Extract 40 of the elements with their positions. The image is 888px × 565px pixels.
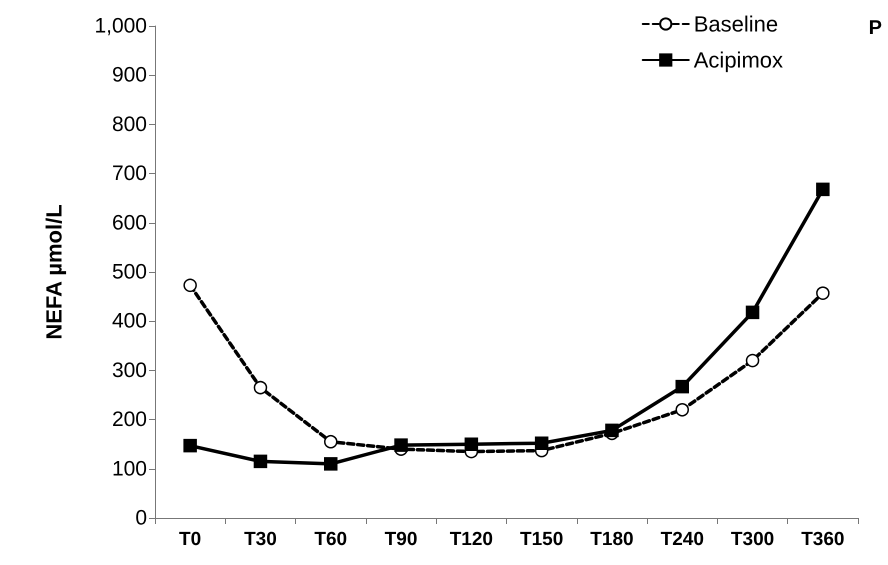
y-tick-label: 500 <box>112 260 147 284</box>
point <box>324 457 338 471</box>
text: P <box>868 17 882 39</box>
x-tick-label: T180 <box>590 529 634 550</box>
y-tick-label: 900 <box>112 64 147 87</box>
x-tick-label: T0 <box>179 529 202 550</box>
x-tick-label: T240 <box>660 529 704 550</box>
x-tick-label: T120 <box>450 529 494 550</box>
y-tick-label: 400 <box>112 310 147 333</box>
point <box>254 380 268 394</box>
point <box>816 286 830 300</box>
y-tick-label: 0 <box>135 506 147 530</box>
point <box>254 454 268 468</box>
y-tick-label: 700 <box>112 162 147 186</box>
point <box>746 306 760 320</box>
legend-label: Acipimox <box>694 48 784 72</box>
legend-label: Baseline <box>694 12 778 36</box>
x-tick-label: T300 <box>730 529 774 550</box>
point <box>324 434 338 448</box>
point <box>746 354 760 368</box>
point <box>183 438 197 452</box>
point <box>464 437 478 451</box>
y-tick-label: 300 <box>112 358 147 382</box>
y-tick-label: 100 <box>112 457 147 480</box>
point <box>676 403 689 417</box>
point <box>534 436 548 450</box>
y-tick-label: 600 <box>112 211 147 234</box>
point <box>676 380 689 394</box>
x-tick-label: T30 <box>244 529 277 550</box>
y-axis-title: NEFA µmol/L <box>42 204 66 340</box>
point <box>394 438 408 452</box>
x-tick-label: T60 <box>314 529 348 550</box>
y-tick-label: 1,000 <box>94 14 147 38</box>
x-tick-label: T360 <box>801 529 845 550</box>
y-tick-label: 800 <box>112 112 147 136</box>
point <box>816 182 830 196</box>
point <box>183 278 197 292</box>
y-tick-label: 200 <box>112 408 147 432</box>
x-tick-label: T150 <box>520 529 564 550</box>
x-tick-label: T90 <box>384 529 418 550</box>
